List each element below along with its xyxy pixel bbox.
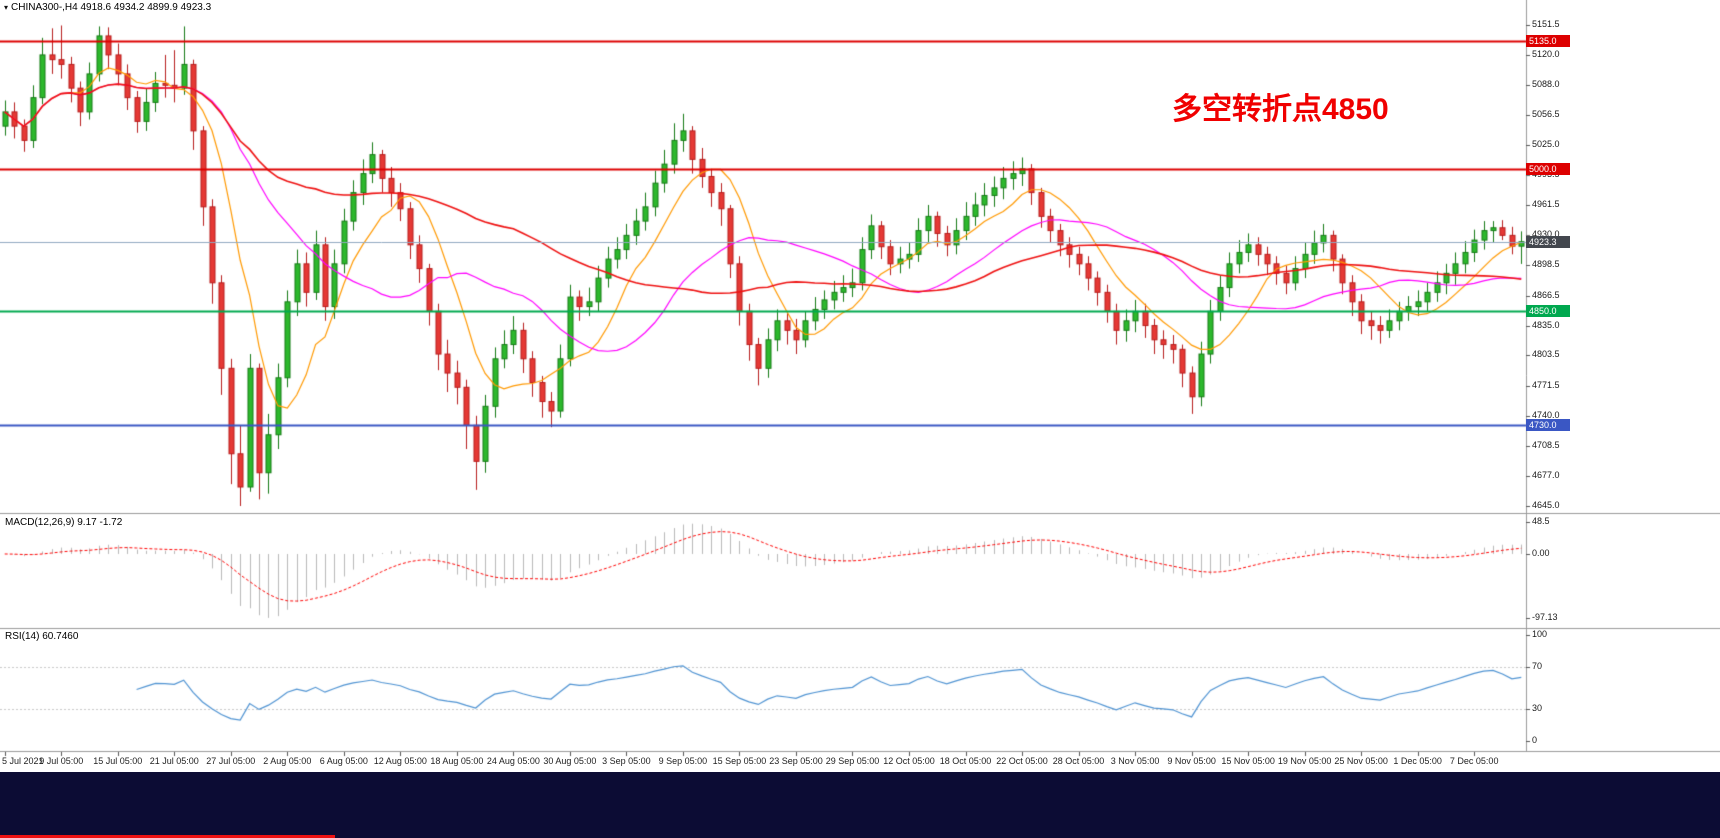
- macd-indicator-label: MACD(12,26,9) 9.17 -1.72: [5, 517, 122, 528]
- time-axis-label: 24 Aug 05:00: [486, 756, 540, 766]
- rsi-value: 60.7460: [42, 631, 79, 642]
- time-axis-label: 3 Nov 05:00: [1110, 756, 1160, 766]
- price-tick-label: 4898.5: [1532, 259, 1560, 270]
- rsi-tick-label: 0: [1532, 735, 1538, 745]
- price-level-tag: 5000.0: [1526, 162, 1570, 175]
- time-axis-label: 12 Oct 05:00: [883, 756, 935, 766]
- price-level-tag: 4850.0: [1526, 305, 1570, 318]
- time-axis-label: 15 Nov 05:00: [1221, 756, 1275, 766]
- price-tick-label: 5151.5: [1532, 19, 1560, 29]
- time-axis-label: 30 Aug 05:00: [543, 756, 597, 766]
- price-tick-label: 5025.0: [1532, 139, 1560, 150]
- price-tick-label: 4930.0: [1532, 229, 1560, 240]
- macd-tick-label: 48.5: [1532, 516, 1550, 526]
- time-axis-label: 6 Aug 05:00: [319, 756, 368, 766]
- time-axis-label: 27 Jul 05:00: [206, 756, 256, 766]
- time-axis-label: 18 Oct 05:00: [939, 756, 992, 766]
- rsi-tick-label: 70: [1532, 660, 1543, 671]
- bottom-accent-strip: [0, 835, 335, 838]
- price-tick-label: 4708.5: [1532, 439, 1560, 450]
- time-axis-label: 23 Sep 05:00: [769, 756, 823, 766]
- macd-tick-label: 0.00: [1532, 547, 1550, 558]
- rsi-name: RSI(14): [5, 631, 40, 642]
- time-axis-label: 25 Nov 05:00: [1334, 756, 1388, 766]
- chart-header: ▾ CHINA300-,H4 4918.6 4934.2 4899.9 4923.…: [4, 2, 211, 13]
- time-axis-label: 29 Sep 05:00: [825, 756, 880, 766]
- rsi-tick-label: 100: [1532, 629, 1548, 639]
- price-tick-label: 4803.5: [1532, 349, 1560, 360]
- time-axis-label: 18 Aug 05:00: [430, 756, 484, 766]
- chart-annotation-text: 多空转折点4850: [1172, 93, 1389, 126]
- price-tick-label: 5120.0: [1532, 48, 1560, 59]
- time-axis-label: 5 Jul 2021: [2, 756, 44, 766]
- price-tick-label: 4677.0: [1532, 469, 1560, 480]
- macd-values: 9.17 -1.72: [77, 517, 123, 528]
- price-tick-label: 5088.0: [1532, 79, 1560, 90]
- price-level-tag: 4923.3: [1526, 235, 1570, 248]
- price-level-tag: 4730.0: [1526, 419, 1570, 432]
- time-axis-label: 19 Nov 05:00: [1277, 756, 1332, 766]
- price-tick-label: 5056.5: [1532, 109, 1560, 120]
- time-axis-label: 7 Dec 05:00: [1449, 756, 1499, 766]
- price-tick-label: 4866.5: [1532, 289, 1560, 300]
- time-axis-label: 15 Jul 05:00: [93, 756, 143, 766]
- macd-name: MACD(12,26,9): [5, 517, 75, 528]
- time-axis-label: 28 Oct 05:00: [1052, 756, 1105, 766]
- time-axis-label: 22 Oct 05:00: [996, 756, 1048, 766]
- price-tick-label: 4645.0: [1532, 500, 1560, 510]
- price-chart-canvas[interactable]: [0, 0, 1720, 772]
- price-tick-label: 4740.0: [1532, 409, 1560, 420]
- chart-dropdown-icon[interactable]: ▾: [4, 3, 9, 12]
- time-axis-label: 9 Sep 05:00: [658, 756, 708, 766]
- price-level-tag: 5135.0: [1526, 34, 1570, 47]
- price-tick-label: 4835.0: [1532, 319, 1560, 330]
- price-tick-label: 4771.5: [1532, 379, 1560, 390]
- macd-tick-label: -97.13: [1532, 612, 1558, 622]
- bottom-status-bar: [0, 772, 1720, 838]
- time-axis-label: 1 Dec 05:00: [1393, 756, 1442, 766]
- time-axis-label: 15 Sep 05:00: [712, 756, 767, 766]
- time-axis-label: 9 Jul 05:00: [39, 756, 84, 766]
- time-axis-label: 21 Jul 05:00: [149, 756, 199, 766]
- rsi-tick-label: 30: [1532, 703, 1543, 714]
- price-tick-label: 4961.5: [1532, 199, 1560, 210]
- time-axis-label: 12 Aug 05:00: [373, 756, 427, 766]
- symbol-period-label: CHINA300-,H4: [11, 2, 78, 13]
- time-axis-label: 9 Nov 05:00: [1167, 756, 1216, 766]
- time-axis-label: 3 Sep 05:00: [602, 756, 651, 766]
- rsi-indicator-label: RSI(14) 60.7460: [5, 631, 78, 642]
- time-axis-label: 2 Aug 05:00: [263, 756, 312, 766]
- ohlc-readout: 4918.6 4934.2 4899.9 4923.3: [80, 2, 212, 13]
